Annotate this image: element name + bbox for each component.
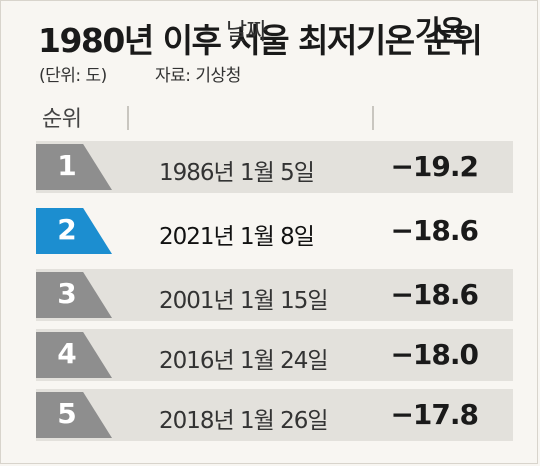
row-date: 2016년 1월 24일 <box>159 348 329 374</box>
column-divider <box>372 106 374 130</box>
column-header-rank: 순위 <box>42 107 82 132</box>
row-date: 2021년 1월 8일 <box>159 224 315 250</box>
source-note: 자료: 기상청 <box>155 66 241 86</box>
rank-number: 5 <box>57 397 77 430</box>
column-divider <box>127 106 129 130</box>
table-row: 4 2016년 1월 24일 −18.0 <box>36 329 513 381</box>
row-temp: −18.0 <box>390 338 479 371</box>
rank-number: 4 <box>57 337 77 370</box>
column-header-temp: 기온 <box>415 14 466 47</box>
row-temp: −18.6 <box>390 278 479 311</box>
table-row: 1 1986년 1월 5일 −19.2 <box>36 141 513 193</box>
column-header-date: 날짜 <box>226 19 267 45</box>
row-temp: −19.2 <box>390 150 479 183</box>
table-row-highlighted: 2 2021년 1월 8일 −18.6 <box>36 205 513 257</box>
row-date: 2018년 1월 26일 <box>159 408 329 434</box>
rank-number: 3 <box>57 277 77 310</box>
rank-number: 2 <box>57 213 77 246</box>
row-temp: −18.6 <box>390 214 479 247</box>
page-title: 1980년 이후 서울 최저기온 순위 <box>38 21 483 60</box>
table-row: 5 2018년 1월 26일 −17.8 <box>36 389 513 441</box>
unit-note: (단위: 도) <box>39 66 107 86</box>
row-date: 1986년 1월 5일 <box>159 160 315 186</box>
row-temp: −17.8 <box>390 398 479 431</box>
rank-number: 1 <box>57 149 77 182</box>
row-date: 2001년 1월 15일 <box>159 288 329 314</box>
table-row: 3 2001년 1월 15일 −18.6 <box>36 269 513 321</box>
